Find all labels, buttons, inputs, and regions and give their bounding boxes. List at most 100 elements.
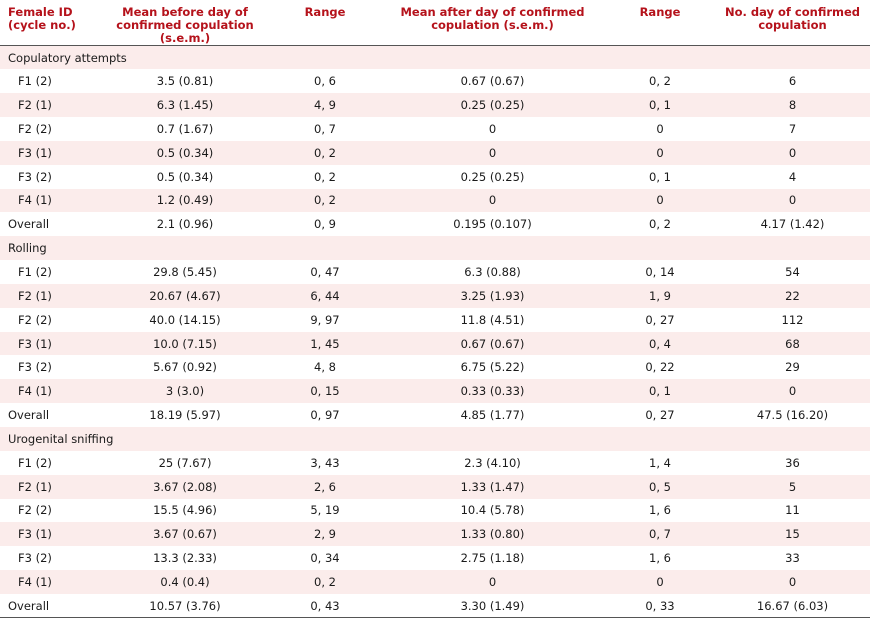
header-mean-before: Mean before day of confirmed copulation …	[100, 0, 270, 46]
cell-mean-after: 0	[380, 188, 605, 213]
cell-female-id: F2 (2)	[18, 121, 52, 136]
cell-female-id: F2 (1)	[0, 93, 100, 118]
header-row: Female ID (cycle no.) Mean before day of…	[0, 0, 870, 46]
cell-range-before	[270, 236, 380, 261]
cell-mean-after: 0.25 (0.25)	[460, 169, 525, 184]
cell-female-id: Rolling	[0, 236, 100, 261]
cell-mean-before: 5.67 (0.92)	[153, 360, 217, 375]
cell-range-before: 1, 45	[270, 331, 380, 356]
cell-range-after: 0	[656, 121, 664, 136]
cell-num-days: 16.67 (6.03)	[715, 593, 870, 618]
cell-mean-after: 0.195 (0.107)	[453, 217, 532, 232]
cell-num-days: 33	[785, 551, 800, 566]
table-row: F2 (2) 15.5 (4.96) 5, 19 10.4 (5.78) 1, 6 11	[0, 499, 870, 523]
cell-num-days: 36	[785, 455, 800, 470]
header-mean-after: Mean after day of confirmed copulation (…	[380, 0, 605, 46]
cell-range-after: 0, 14	[645, 265, 675, 280]
cell-num-days: 29	[785, 360, 800, 375]
cell-num-days: 5	[715, 474, 870, 499]
cell-range-after: 0, 22	[645, 360, 675, 375]
cell-mean-before: 0.4 (0.4)	[100, 570, 270, 594]
cell-mean-after: 6.75 (5.22)	[460, 360, 525, 375]
cell-num-days: 6	[788, 74, 797, 89]
table-row: F3 (1) 10.0 (7.15) 1, 45 0.67 (0.67) 0, 4 68	[0, 331, 870, 356]
overall-row: Overall 18.19 (5.97) 0, 97 4.85 (1.77) 0, 27…	[0, 403, 870, 427]
table-row: F3 (2) 13.3 (2.33) 0, 34 2.75 (1.18) 1, 6 33	[0, 546, 870, 570]
cell-range-before: 0, 43	[270, 593, 380, 618]
cell-mean-after: 0	[488, 121, 497, 136]
table-row: F2 (1) 20.67 (4.67) 6, 44 3.25 (1.93) 1, 9 22	[0, 283, 870, 308]
cell-range-after: 1, 6	[649, 551, 671, 566]
table-row: F2 (2) 40.0 (14.15) 9, 97 11.8 (4.51) 0, 27 1…	[0, 308, 870, 332]
cell-range-after: 0, 7	[605, 522, 715, 547]
cell-mean-before: 20.67 (4.67)	[100, 283, 270, 308]
header-num-days: No. day of confirmed copulation	[715, 0, 870, 46]
cell-num-days: 0	[715, 188, 870, 213]
cell-female-id: F4 (1)	[0, 570, 100, 594]
table-body: Copulatory attempts F1 (2) 3.5 (0.81) 0, 6 0…	[0, 45, 870, 618]
header-range-before: Range	[270, 0, 380, 46]
cell-mean-before: 40.0 (14.15)	[149, 312, 221, 327]
overall-row: Overall 2.1 (0.96) 0, 9 0.195 (0.107) 0, 2 4.…	[0, 212, 870, 236]
cell-mean-before: 1.2 (0.49)	[100, 188, 270, 213]
cell-female-id: F4 (1)	[0, 379, 100, 404]
cell-mean-after	[380, 236, 605, 261]
cell-female-id: F4 (1)	[0, 188, 100, 213]
cell-mean-after	[380, 45, 605, 70]
cell-female-id: Copulatory attempts	[0, 45, 127, 70]
cell-mean-after: 1.33 (1.47)	[380, 474, 605, 499]
cell-mean-before: 13.3 (2.33)	[153, 551, 217, 566]
cell-mean-before: 0.7 (1.67)	[156, 121, 214, 136]
cell-range-after: 0, 1	[605, 379, 715, 404]
cell-mean-before	[100, 45, 270, 70]
cell-mean-after: 11.8 (4.51)	[460, 312, 525, 327]
table-header: Female ID (cycle no.) Mean before day of…	[0, 0, 870, 46]
cell-female-id: F1 (2)	[18, 265, 52, 280]
cell-mean-after: 0	[380, 570, 605, 594]
cell-range-before: 6, 44	[270, 283, 380, 308]
cell-range-before: 0, 2	[314, 169, 336, 184]
cell-num-days: 112	[781, 312, 804, 327]
cell-range-after: 0	[605, 188, 715, 213]
cell-range-before: 4, 9	[270, 93, 380, 118]
cell-range-before: 0, 2	[270, 570, 380, 594]
cell-mean-before: 3.67 (0.67)	[100, 522, 270, 547]
cell-female-id: F3 (2)	[18, 360, 52, 375]
cell-mean-after: 4.85 (1.77)	[460, 408, 525, 423]
cell-mean-before: 3.5 (0.81)	[156, 74, 214, 89]
cell-range-after: 0, 4	[605, 331, 715, 356]
cell-num-days: 47.5 (16.20)	[756, 408, 829, 423]
cell-range-before: 9, 97	[310, 312, 340, 327]
cell-num-days: 8	[715, 93, 870, 118]
cell-female-id: F1 (2)	[18, 455, 52, 470]
cell-num-days	[715, 45, 870, 70]
cell-mean-before: 0.5 (0.34)	[156, 169, 214, 184]
cell-mean-before: 3.67 (2.08)	[100, 474, 270, 499]
cell-female-id: F3 (1)	[0, 522, 100, 547]
table-row: F1 (2) 29.8 (5.45) 0, 47 6.3 (0.88) 0, 14 54	[0, 260, 870, 284]
cell-female-id: F3 (2)	[18, 551, 52, 566]
cell-range-after: 1, 9	[605, 283, 715, 308]
cell-num-days	[715, 427, 870, 451]
table-row: F1 (2) 3.5 (0.81) 0, 6 0.67 (0.67) 0, 2 6	[0, 69, 870, 93]
cell-range-after: 0, 2	[649, 217, 671, 232]
cell-female-id: F1 (2)	[18, 74, 52, 89]
cell-mean-after: 6.3 (0.88)	[464, 265, 521, 280]
cell-mean-after: 0.33 (0.33)	[380, 379, 605, 404]
cell-range-after: 0	[605, 570, 715, 594]
cell-mean-before: 3 (3.0)	[100, 379, 270, 404]
cell-mean-before: 15.5 (4.96)	[153, 503, 217, 518]
cell-female-id: F2 (2)	[18, 312, 52, 327]
cell-range-before: 0, 97	[310, 408, 340, 423]
cell-range-after: 0, 5	[605, 474, 715, 499]
cell-mean-after: 2.75 (1.18)	[460, 551, 525, 566]
cell-range-after	[605, 45, 715, 70]
cell-num-days: 4	[788, 169, 797, 184]
cell-range-before: 0, 47	[310, 265, 340, 280]
cell-range-after: 0, 1	[605, 93, 715, 118]
cell-mean-before: 18.19 (5.97)	[149, 408, 221, 423]
